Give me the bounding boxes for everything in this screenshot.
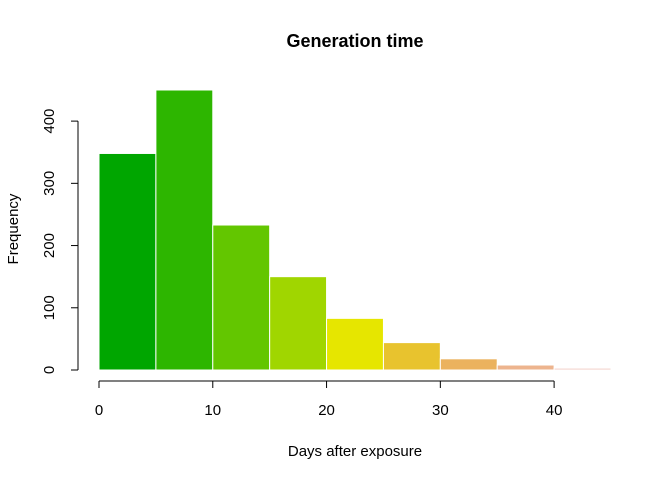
histogram-bar-0-5: [98, 152, 157, 371]
x-tick-label: 0: [95, 402, 103, 419]
x-tick-label: 40: [546, 402, 563, 419]
x-tick-label: 10: [204, 402, 221, 419]
y-axis-title: Frequency: [5, 193, 22, 264]
y-tick-label: 100: [41, 295, 58, 320]
histogram-bar-30-35: [439, 358, 498, 371]
y-axis: 0 100 200 300 400: [41, 109, 79, 374]
histogram-bar-20-25: [326, 317, 384, 371]
histogram-bar-10-15: [212, 224, 271, 371]
bars-group: [98, 89, 612, 371]
x-tick-label: 20: [318, 402, 335, 419]
y-tick-label: 300: [41, 171, 58, 196]
histogram-bar-5-10: [155, 89, 214, 371]
histogram-bar-35-40: [496, 364, 555, 371]
y-tick-label: 400: [41, 109, 58, 134]
y-tick-label: 0: [41, 366, 58, 374]
x-tick-label: 30: [432, 402, 449, 419]
histogram-bar-15-20: [269, 276, 328, 371]
x-axis-title: Days after exposure: [288, 443, 422, 460]
x-axis: 0 10 20 30 40: [95, 380, 563, 419]
histogram-bar-25-30: [382, 342, 441, 371]
chart-title: Generation time: [286, 31, 423, 51]
histogram-bar-40-45: [553, 367, 612, 371]
y-tick-label: 200: [41, 233, 58, 258]
